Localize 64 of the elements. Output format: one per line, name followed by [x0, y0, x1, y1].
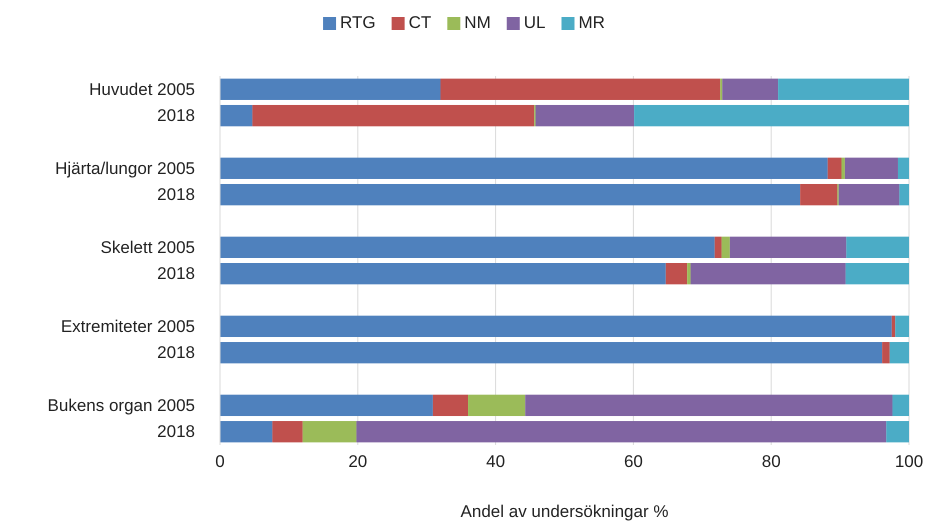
bar: [220, 263, 666, 284]
bar: [895, 316, 909, 338]
bar: [800, 184, 838, 206]
bar: [356, 421, 886, 442]
x-tick-label: 100: [894, 452, 924, 472]
bar: [220, 342, 882, 364]
y-tick-label: Extremiteter 2005: [60, 316, 195, 336]
bar: [844, 158, 898, 179]
bar: [440, 78, 720, 100]
y-tick-label: Bukens organ 2005: [48, 396, 195, 415]
bar: [302, 421, 356, 442]
bar: [536, 104, 634, 126]
x-tick-label: 60: [624, 452, 643, 472]
bar: [220, 316, 892, 338]
bar: [468, 394, 526, 416]
bar: [690, 263, 846, 284]
bar: [220, 78, 440, 100]
legend-label: NM: [464, 13, 491, 32]
y-tick-label: Hjärta/lungor 2005: [55, 158, 195, 178]
bar: [220, 394, 433, 416]
y-tick-label: Skelett 2005: [100, 238, 195, 257]
bar: [687, 263, 691, 284]
bar: [730, 236, 846, 258]
y-tick-label: 2018: [157, 264, 195, 284]
bar: [525, 394, 892, 416]
bar: [272, 421, 303, 442]
bar: [220, 184, 800, 206]
y-tick-label: 2018: [157, 106, 195, 126]
x-tick-label: 80: [762, 452, 781, 472]
bar: [432, 394, 468, 416]
x-tick-label: 40: [486, 452, 506, 472]
y-tick-label: Huvudet 2005: [89, 80, 195, 99]
bar: [220, 158, 828, 179]
bar: [666, 263, 688, 284]
y-tick-label: 2018: [157, 343, 195, 362]
bar: [220, 236, 715, 258]
bar: [220, 421, 272, 442]
x-tick-label: 0: [215, 452, 225, 472]
y-tick-label: 2018: [157, 185, 195, 204]
bar: [899, 184, 909, 206]
y-tick-label: 2018: [157, 422, 195, 442]
bar: [220, 104, 252, 126]
bar: [828, 158, 842, 179]
bar: [882, 342, 890, 364]
bar: [252, 104, 534, 126]
bar: [714, 236, 722, 258]
bar: [846, 263, 909, 284]
x-axis-title: Andel av undersökningar %: [460, 502, 668, 521]
bar: [892, 394, 909, 416]
legend-label: CT: [408, 13, 432, 32]
x-tick-label: 20: [348, 452, 368, 472]
bar: [838, 184, 900, 206]
bar: [634, 104, 909, 126]
legend-label: UL: [524, 13, 546, 32]
legend-label: RTG: [340, 13, 376, 32]
bar: [890, 342, 909, 364]
bar: [722, 236, 730, 258]
bar: [898, 158, 909, 179]
bar: [886, 421, 909, 442]
bar: [841, 158, 845, 179]
bar: [778, 78, 909, 100]
bar: [722, 78, 778, 100]
bar: [846, 236, 909, 258]
legend-label: MR: [578, 13, 605, 32]
